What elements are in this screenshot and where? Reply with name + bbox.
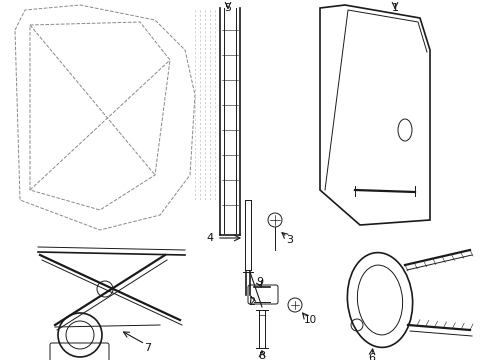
Text: 10: 10 [303, 315, 316, 325]
Text: 8: 8 [258, 351, 265, 360]
Text: 9: 9 [256, 277, 263, 287]
Text: 1: 1 [391, 3, 398, 13]
Text: 6: 6 [368, 353, 375, 360]
Text: 4: 4 [206, 233, 213, 243]
Text: 3: 3 [286, 235, 293, 245]
Text: 7: 7 [144, 343, 151, 353]
Text: 2: 2 [248, 297, 255, 307]
Text: 5: 5 [224, 3, 231, 13]
